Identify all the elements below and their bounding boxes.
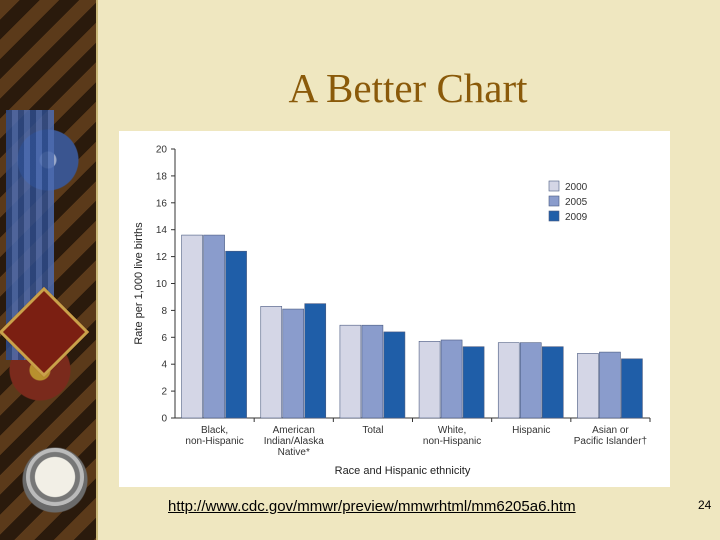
x-tick-label: Asian or: [592, 425, 629, 436]
y-tick-label: 12: [156, 252, 168, 263]
bar: [282, 308, 305, 419]
bar: [225, 250, 247, 419]
y-tick-label: 4: [161, 360, 167, 371]
decorative-photo-strip: [0, 0, 98, 540]
bar: [260, 306, 283, 419]
y-tick-label: 2: [161, 387, 167, 398]
bar: [577, 353, 599, 419]
bar: [361, 324, 384, 419]
bar: [599, 351, 621, 419]
legend-swatch: [548, 180, 560, 192]
compass-image: [26, 448, 84, 506]
bar: [462, 346, 485, 419]
legend-label: 2000: [565, 182, 588, 193]
x-tick-label: American: [273, 425, 315, 436]
x-tick-label: non-Hispanic: [185, 436, 243, 447]
page-number: 24: [698, 498, 712, 512]
x-axis-label: Race and Hispanic ethnicity: [335, 465, 471, 477]
bar: [621, 358, 643, 419]
y-tick-label: 18: [156, 171, 168, 182]
bar: [497, 342, 520, 419]
bar: [339, 324, 362, 419]
bar: [541, 346, 564, 419]
y-tick-label: 6: [161, 333, 167, 344]
x-tick-label: Pacific Islander†: [574, 436, 647, 447]
chart-panel: 0 2 4 6 8 10 12 14 16 18 20 Rate per 1,000 live bir…: [119, 131, 670, 487]
legend-swatch: [548, 210, 560, 222]
y-axis-label: Rate per 1,000 live births: [133, 222, 145, 345]
legend-swatch: [548, 195, 560, 207]
source-link[interactable]: http://www.cdc.gov/mmwr/preview/mmwrhtml…: [168, 498, 576, 515]
x-tick-label: White,: [438, 425, 466, 436]
y-tick-label: 8: [161, 306, 167, 317]
legend-label: 2005: [565, 197, 588, 208]
y-tick-label: 20: [156, 145, 168, 156]
bar: [383, 331, 406, 419]
y-tick-label: 10: [156, 279, 168, 290]
y-tick-label: 0: [161, 414, 167, 425]
bar: [304, 303, 327, 419]
bar: [418, 341, 441, 419]
bar: [181, 234, 203, 419]
x-tick-label: Black,: [201, 425, 228, 436]
legend-label: 2009: [565, 212, 588, 223]
x-tick-label: non-Hispanic: [423, 436, 481, 447]
y-tick-label: 16: [156, 198, 168, 209]
bar: [203, 234, 225, 419]
slide-title: A Better Chart: [288, 65, 528, 111]
bar: [519, 342, 542, 419]
y-tick-label: 14: [156, 225, 168, 236]
x-tick-label: Total: [362, 425, 383, 436]
x-tick-label: Hispanic: [512, 425, 550, 436]
bar: [440, 339, 463, 419]
bar-chart: 0 2 4 6 8 10 12 14 16 18 20 Rate per 1,000 live bir…: [133, 145, 651, 477]
x-tick-label: Native*: [278, 447, 310, 458]
x-tick-label: Indian/Alaska: [264, 436, 324, 447]
